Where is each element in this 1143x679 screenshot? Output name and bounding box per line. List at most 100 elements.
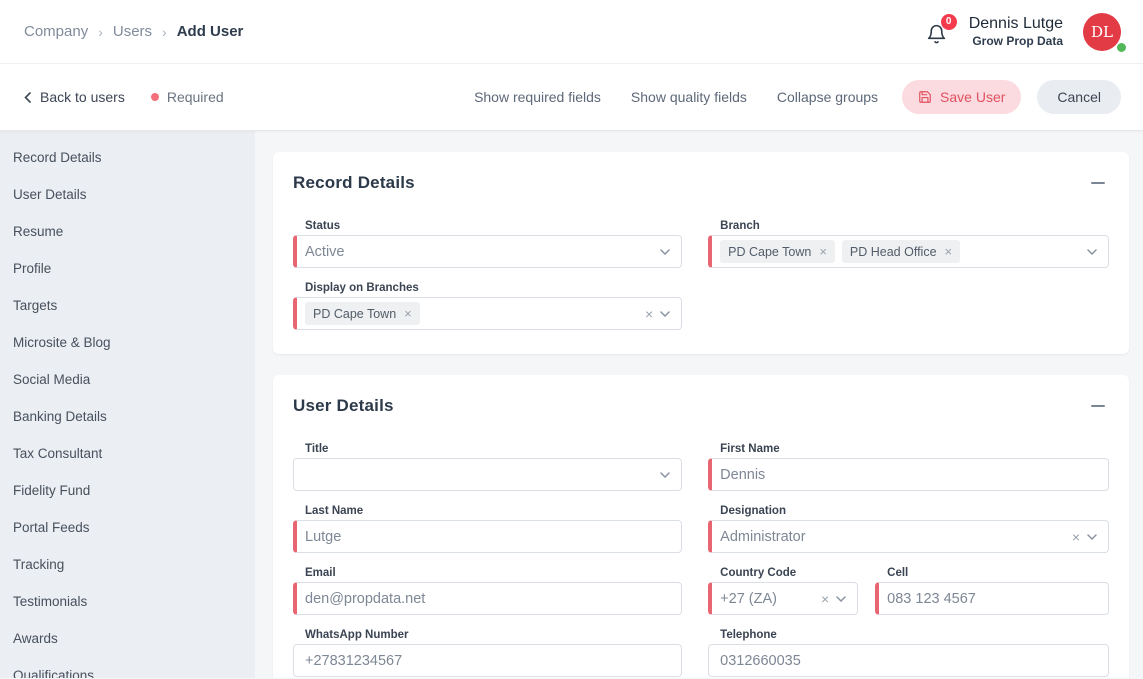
telephone-input[interactable] xyxy=(720,645,1097,676)
telephone-field: Telephone xyxy=(708,629,1109,677)
chip-remove-icon[interactable]: × xyxy=(819,244,827,259)
breadcrumb: Company › Users › Add User xyxy=(24,23,243,40)
avatar[interactable]: DL xyxy=(1083,12,1126,52)
chip-remove-icon[interactable]: × xyxy=(404,306,412,321)
whatsapp-control xyxy=(293,644,683,677)
breadcrumb-add-user: Add User xyxy=(176,23,244,40)
whatsapp-label: WhatsApp Number xyxy=(305,629,409,641)
display-on-branches-field: Display on Branches PD Cape Town × × xyxy=(293,282,683,330)
first-name-label: First Name xyxy=(720,443,780,455)
designation-select[interactable]: Administrator × xyxy=(708,520,1109,553)
branch-label: Branch xyxy=(720,220,760,232)
designation-value: Administrator xyxy=(720,528,806,545)
email-field: Email xyxy=(293,567,683,615)
country-code-value: +27 (ZA) xyxy=(720,590,777,607)
collapse-record-details-button[interactable] xyxy=(1087,172,1109,194)
country-code-select[interactable]: +27 (ZA) × xyxy=(708,582,859,615)
show-quality-fields-link[interactable]: Show quality fields xyxy=(630,89,747,105)
phone-row: Country Code +27 (ZA) × Cell xyxy=(708,567,1109,615)
back-to-users-button[interactable]: Back to users xyxy=(24,89,125,105)
page-toolbar: Back to users Required Show required fie… xyxy=(0,64,1143,131)
user-details-title: User Details xyxy=(293,396,394,415)
collapse-groups-link[interactable]: Collapse groups xyxy=(776,89,879,105)
breadcrumb-users[interactable]: Users xyxy=(112,23,153,40)
chip-label: PD Head Office xyxy=(849,244,937,259)
user-name: Dennis Lutge xyxy=(968,15,1063,32)
status-value: Active xyxy=(305,243,345,260)
chip-label: PD Cape Town xyxy=(313,306,397,321)
branch-chip: PD Cape Town × xyxy=(720,240,835,263)
sidebar-item-testimonials[interactable]: Testimonials xyxy=(13,594,88,609)
sidebar-item-microsite-blog[interactable]: Microsite & Blog xyxy=(13,335,111,350)
chip-label: PD Cape Town xyxy=(728,244,812,259)
branch-chip: PD Head Office × xyxy=(841,240,961,263)
breadcrumb-company[interactable]: Company xyxy=(24,23,89,40)
last-name-label: Last Name xyxy=(305,505,364,517)
branch-multiselect[interactable]: PD Cape Town × PD Head Office × xyxy=(708,235,1109,268)
clear-selection-icon[interactable]: × xyxy=(1071,528,1080,545)
sidebar-item-targets[interactable]: Targets xyxy=(13,298,58,313)
email-input[interactable] xyxy=(305,583,671,614)
minus-icon xyxy=(1091,182,1105,184)
section-sidebar: Record Details User Details Resume Profi… xyxy=(0,131,255,678)
first-name-input[interactable] xyxy=(720,459,1097,490)
toolbar-links: Show required fields Show quality fields… xyxy=(474,89,878,105)
sidebar-item-tax-consultant[interactable]: Tax Consultant xyxy=(13,446,103,461)
back-to-users-label: Back to users xyxy=(40,89,125,105)
sidebar-item-profile[interactable]: Profile xyxy=(13,261,52,276)
sidebar-item-fidelity-fund[interactable]: Fidelity Fund xyxy=(13,483,91,498)
designation-field: Designation Administrator × xyxy=(708,505,1109,553)
sidebar-item-record-details[interactable]: Record Details xyxy=(13,150,102,165)
record-details-title: Record Details xyxy=(293,173,415,192)
user-meta: Dennis Lutge Grow Prop Data xyxy=(969,14,1063,49)
country-code-label: Country Code xyxy=(720,567,797,579)
user-org: Grow Prop Data xyxy=(972,34,1063,48)
country-code-field: Country Code +27 (ZA) × xyxy=(708,567,859,615)
required-legend: Required xyxy=(150,89,224,105)
chevron-down-icon xyxy=(660,310,670,317)
collapse-user-details-button[interactable] xyxy=(1087,395,1109,417)
bell-icon xyxy=(928,24,946,43)
cell-field: Cell xyxy=(875,567,1109,615)
sidebar-item-qualifications[interactable]: Qualifications xyxy=(13,668,95,678)
sidebar-item-social-media[interactable]: Social Media xyxy=(13,372,91,387)
user-details-card: User Details Title First Name xyxy=(273,375,1129,678)
title-select[interactable] xyxy=(293,458,683,491)
avatar-initials: DL xyxy=(1091,22,1113,41)
cancel-button[interactable]: Cancel xyxy=(1037,80,1121,114)
last-name-control xyxy=(293,520,683,553)
sidebar-item-tracking[interactable]: Tracking xyxy=(13,557,65,572)
body-layout: Record Details User Details Resume Profi… xyxy=(0,131,1143,678)
whatsapp-input[interactable] xyxy=(305,645,671,676)
cell-input[interactable] xyxy=(887,583,1097,614)
title-label: Title xyxy=(305,443,329,455)
title-field: Title xyxy=(293,443,683,491)
status-label: Status xyxy=(305,220,341,232)
clear-selection-icon[interactable]: × xyxy=(820,590,830,607)
status-select[interactable]: Active xyxy=(293,235,683,268)
sidebar-item-banking-details[interactable]: Banking Details xyxy=(13,409,107,424)
first-name-field: First Name xyxy=(708,443,1109,491)
chip-remove-icon[interactable]: × xyxy=(944,244,953,259)
sidebar-item-portal-feeds[interactable]: Portal Feeds xyxy=(13,520,90,535)
sidebar-item-awards[interactable]: Awards xyxy=(13,631,58,646)
chevron-down-icon xyxy=(836,595,846,602)
display-on-branches-multiselect[interactable]: PD Cape Town × × xyxy=(293,297,683,330)
sidebar-item-user-details[interactable]: User Details xyxy=(13,187,87,202)
last-name-field: Last Name xyxy=(293,505,683,553)
save-user-button[interactable]: Save User xyxy=(902,80,1022,114)
chevron-down-icon xyxy=(1087,533,1097,540)
sidebar-item-resume[interactable]: Resume xyxy=(13,224,64,239)
designation-label: Designation xyxy=(720,505,786,517)
display-on-branches-label: Display on Branches xyxy=(305,282,419,294)
record-details-header: Record Details xyxy=(293,172,1109,194)
save-user-label: Save User xyxy=(940,89,1006,105)
email-label: Email xyxy=(305,567,336,579)
notification-badge: 0 xyxy=(940,13,957,30)
show-required-fields-link[interactable]: Show required fields xyxy=(474,89,601,105)
display-branch-chip: PD Cape Town × xyxy=(305,302,420,325)
notifications-button[interactable]: 0 xyxy=(925,13,957,45)
clear-selection-icon[interactable]: × xyxy=(644,305,654,322)
last-name-input[interactable] xyxy=(305,521,671,552)
cell-label: Cell xyxy=(887,567,909,579)
